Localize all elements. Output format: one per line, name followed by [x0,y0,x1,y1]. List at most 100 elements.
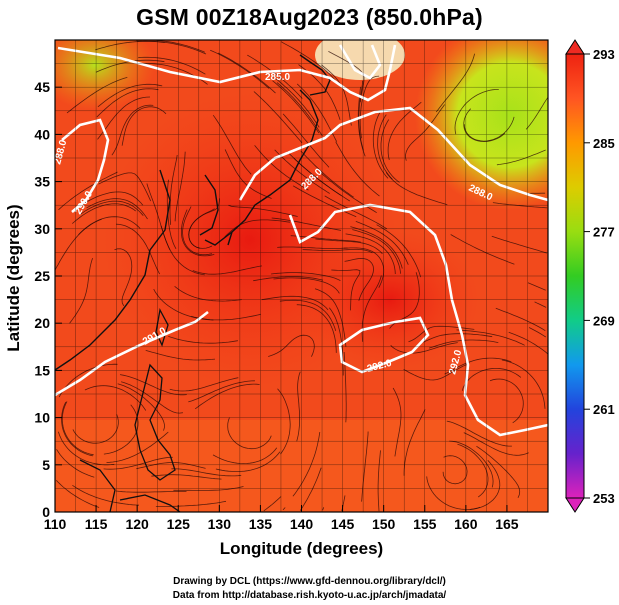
y-tick-label: 30 [34,221,50,237]
streamline [271,217,342,231]
streamline [282,507,286,511]
streamline [98,172,152,202]
x-tick-label: 155 [413,516,437,532]
streamline [290,235,361,243]
y-tick-label: 0 [42,504,50,520]
streamline [392,387,402,457]
streamline [210,49,270,89]
streamline [390,342,458,354]
streamline [182,206,213,256]
x-tick-label: 135 [249,516,273,532]
streamline [279,299,337,332]
x-tick-label: 115 [85,516,108,532]
streamline [359,75,380,139]
streamline [435,53,475,113]
streamline [446,420,512,447]
streamline [463,108,506,143]
streamline [335,141,380,197]
streamline [56,480,100,508]
streamline [169,377,239,392]
streamline [268,334,315,357]
colorbar-upper-arrow [565,39,585,55]
colorbar-lower-arrow [565,497,585,513]
streamline [137,40,207,55]
y-tick-label: 20 [34,315,50,331]
streamline [254,145,309,191]
streamline [114,248,133,307]
streamline [169,154,178,225]
streamline [188,380,255,403]
streamline [408,325,475,343]
streamline [215,451,281,472]
streamline [151,474,222,480]
streamline [491,235,547,254]
coastline-japan [204,54,331,246]
streamline [212,114,252,175]
streamline [111,104,154,156]
streamline [116,223,161,275]
streamline [343,247,385,288]
streamline [86,198,148,220]
streamline [180,209,215,257]
streamline [377,450,381,512]
streamline [272,80,320,134]
streamline [138,56,206,75]
streamline [350,226,403,269]
streamline [217,52,276,94]
colorbar-tick-label: 293 [593,47,615,62]
streamline [361,431,369,502]
streamline [534,301,547,308]
streamline [136,462,206,470]
colorbar-tick-label: 277 [593,225,615,240]
streamline [527,282,546,291]
streamline [463,116,515,142]
x-tick-label: 145 [331,516,355,532]
y-axis-label: Latitude (degrees) [4,204,23,352]
streamline [55,218,102,271]
streamline [280,41,338,84]
x-tick-label: 120 [125,516,149,532]
y-tick-label: 35 [34,174,50,190]
streamline [525,97,548,130]
streamline [173,486,244,491]
streamline [271,272,341,281]
streamline [66,77,128,114]
streamline [352,229,401,274]
streamline [501,359,546,409]
credit-drawing: Drawing by DCL (https://www.gfd-dennou.o… [173,576,446,587]
streamline [302,248,373,254]
y-tick-label: 45 [34,79,50,95]
streamline [168,336,238,344]
streamline [292,185,357,218]
x-tick-label: 150 [372,516,396,532]
streamline [261,295,329,311]
streamline [146,183,171,251]
streamline [296,304,337,353]
streamline [72,203,136,224]
streamline [106,431,169,463]
streamline [495,307,546,332]
streamline [253,276,324,282]
streamline [58,171,118,211]
streamline [72,484,140,506]
streamline [508,331,548,355]
streamline [253,91,303,144]
streamline [103,404,139,455]
lat-lon-grid [55,40,548,512]
streamline [449,440,494,488]
y-axis-ticks: 0 5 10 15 20 25 30 35 40 45 [34,79,62,520]
streamline [322,507,325,511]
streamline [492,202,548,209]
streamline [69,257,93,324]
streamline [192,265,263,275]
streamline [56,449,95,478]
colorbar-bar [565,53,585,499]
streamline [299,467,322,511]
streamline [72,414,119,444]
streamline [345,233,396,275]
x-tick-label: 165 [495,516,519,532]
x-tick-label: 110 [44,516,67,532]
streamline [426,476,481,510]
y-tick-label: 10 [34,410,50,426]
streamline [469,460,501,510]
